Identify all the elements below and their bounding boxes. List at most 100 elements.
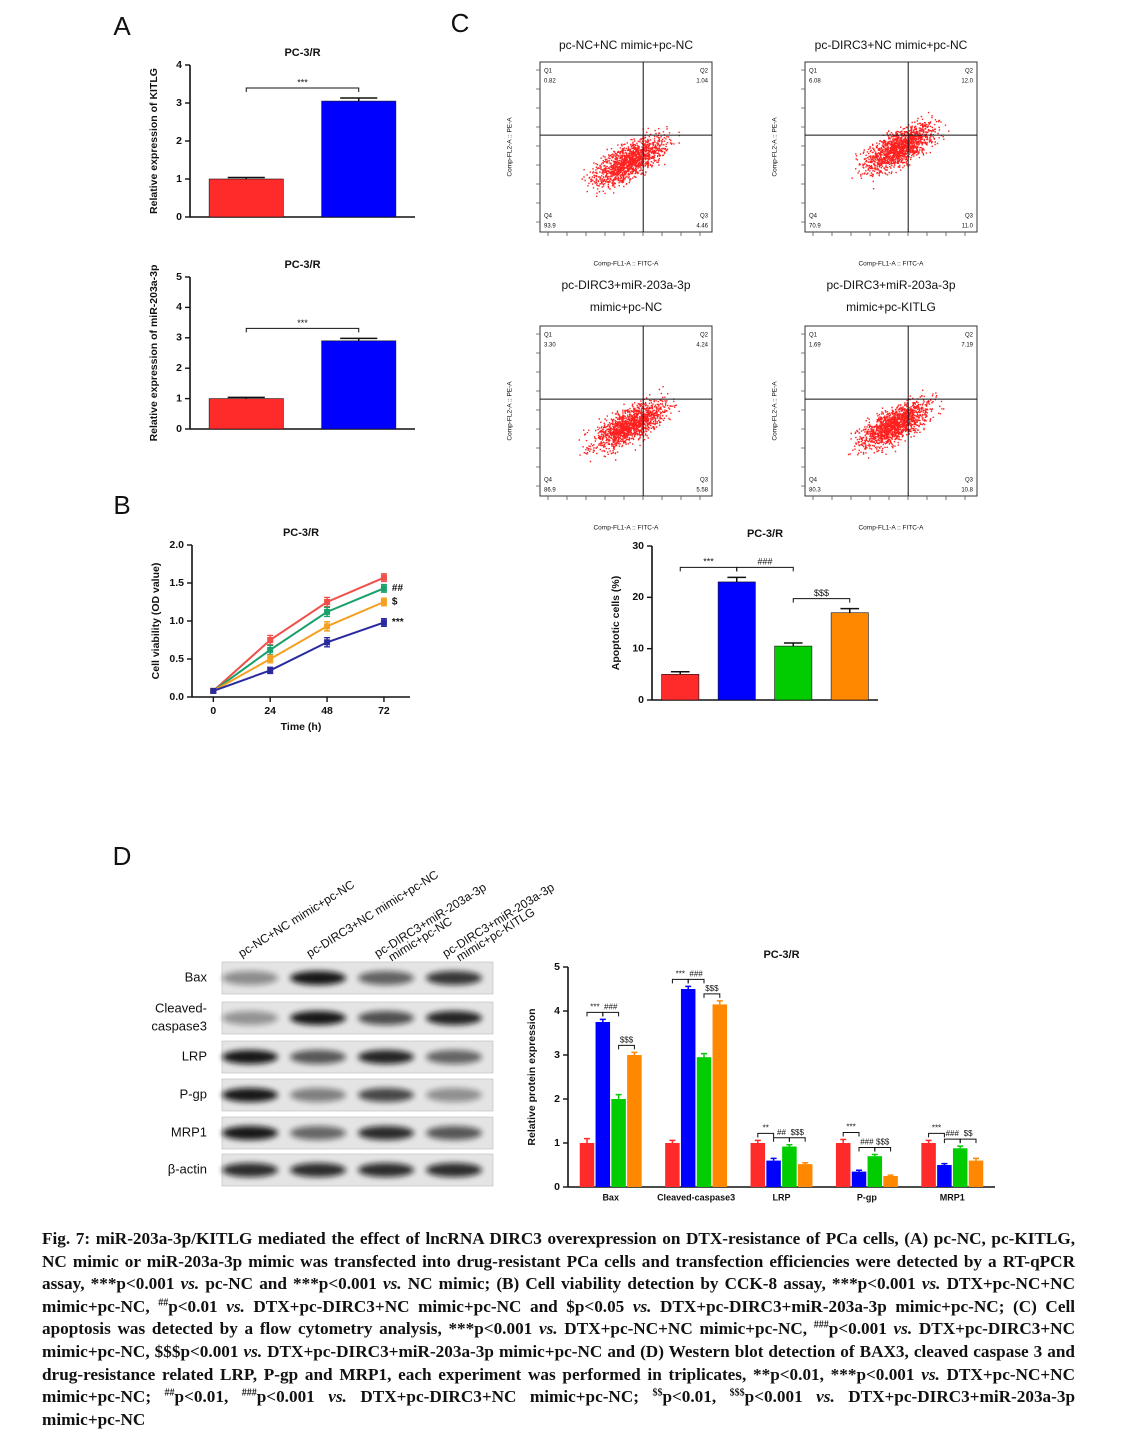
flow-y-label: Comp-FL2-A :: PE-A [507, 117, 514, 177]
blot-band [358, 1011, 414, 1025]
blot-band [222, 1126, 278, 1140]
flow-events [578, 386, 680, 463]
x-tick-label: 48 [321, 705, 333, 717]
caption-text: p<0.01, [174, 1387, 242, 1407]
blot-band-control [290, 1163, 346, 1177]
y-tick-label: 0 [176, 211, 182, 223]
bar [712, 1004, 728, 1187]
bar [921, 1143, 936, 1187]
error-bar [701, 1052, 707, 1058]
panel-letter: C [451, 8, 470, 38]
caption: Fig. 7: miR-203a-3p/KITLG mediated the e… [42, 1228, 1075, 1431]
bar [851, 1171, 867, 1187]
quadrant-value: 12.0 [961, 79, 973, 85]
x-tick-label: 24 [264, 705, 276, 717]
flow-title: mimic+pc-NC [590, 300, 663, 314]
caption-text: DTX+pc-NC+NC mimic+pc-NC, [42, 1274, 1076, 1316]
quadrant-value: 3.30 [544, 343, 556, 349]
blot-band [358, 1126, 414, 1140]
flow-y-label: Comp-FL2-A :: PE-A [507, 381, 514, 441]
error-bar [615, 1093, 622, 1099]
flow-plot-frame [539, 325, 713, 497]
chart-title: PC-3/R [284, 47, 320, 59]
bar [774, 645, 813, 701]
bar [835, 1143, 851, 1187]
blot-band [290, 1126, 346, 1140]
significance-bracket [671, 978, 689, 984]
blot-band [222, 1011, 278, 1025]
quadrant-value: 93.9 [544, 224, 556, 230]
caption-text: DTX+pc-DIRC3+NC mimic+pc-NC and $p<0.05 [244, 1296, 633, 1316]
y-tick-label: 10 [632, 642, 644, 654]
significance-bracket [788, 1137, 806, 1142]
quadrant-value: 4.24 [696, 343, 708, 349]
error-bar [727, 576, 747, 582]
caption-text: vs. [632, 1296, 652, 1316]
caption-text: pc-NC and ***p<0.001 [199, 1274, 383, 1294]
chart-title: PC-3/R [763, 949, 799, 961]
error-bar [754, 1139, 761, 1143]
significance-bracket [959, 1138, 977, 1144]
error-bar [941, 1162, 948, 1165]
error-bar [786, 1144, 793, 1147]
flow-x-label: Comp-FL1-A :: FITC-A [858, 261, 924, 268]
significance-label: ### [860, 1138, 874, 1147]
blot-band [426, 1088, 482, 1102]
quadrant-value: 10.8 [961, 488, 973, 494]
flow-events [847, 389, 945, 459]
y-tick-label: 3 [176, 97, 182, 109]
y-tick-label: 30 [632, 540, 644, 552]
y-tick-label: 0 [554, 1181, 560, 1193]
y-tick-label: 2.0 [169, 539, 184, 551]
significance-bracket [792, 598, 851, 603]
error-bar [840, 607, 860, 613]
error-bar [584, 1137, 591, 1143]
significance-label: $$$ [814, 588, 829, 598]
y-tick-label: 2 [176, 135, 182, 147]
quadrant-name: Q4 [809, 214, 818, 220]
error-bar [770, 1157, 777, 1161]
quadrant-name: Q3 [965, 478, 974, 484]
significance-label: $$$ [876, 1138, 890, 1147]
blot-row-label: MRP1 [171, 1124, 207, 1139]
quadrant-value: 0.82 [544, 79, 556, 85]
x-tick-label: P-gp [857, 1192, 877, 1202]
blot-band [290, 1011, 346, 1025]
y-tick-label: 0 [638, 694, 644, 706]
bar [321, 340, 397, 430]
significance-label: ### [604, 1002, 618, 1011]
quadrant-name: Q4 [544, 214, 553, 220]
caption-text: $$ [652, 1387, 663, 1399]
bar [661, 674, 700, 701]
quadrant-name: Q3 [700, 478, 709, 484]
significance-bracket [245, 87, 360, 93]
end-label: $ [392, 597, 398, 608]
significance-bracket [586, 1011, 604, 1017]
bar [579, 1143, 595, 1187]
caption-text: vs. [180, 1274, 200, 1294]
caption-text: vs. [226, 1296, 245, 1316]
flow-axis-ticks [801, 333, 966, 500]
bar [717, 581, 756, 701]
end-label: *** [392, 617, 404, 628]
quadrant-name: Q2 [700, 333, 709, 339]
blot-lane-label: pc-DIRC3+miR-203a-3p [440, 880, 557, 960]
quadrant-value: 7.19 [961, 343, 973, 349]
flow-plot-frame [539, 61, 713, 233]
blot-band-control [426, 1163, 482, 1177]
y-tick-label: 1 [176, 173, 182, 185]
x-tick-label: MRP1 [940, 1192, 965, 1202]
blot-band-control [222, 1163, 278, 1177]
panel-letter: B [113, 490, 130, 520]
blot-row-label: β-actin [168, 1161, 207, 1176]
point [324, 599, 331, 605]
caption-text: DTX+pc-NC+NC mimic+pc-NC; [42, 1364, 1075, 1407]
x-tick-label: 0 [210, 705, 216, 717]
significance-bracket [757, 1132, 775, 1138]
y-tick-label: 1.5 [169, 577, 184, 589]
flow-title: pc-DIRC3+miR-203a-3p [561, 278, 690, 292]
blot-row-label: P-gp [180, 1086, 207, 1101]
error-bar [925, 1139, 932, 1143]
bar [680, 989, 696, 1187]
